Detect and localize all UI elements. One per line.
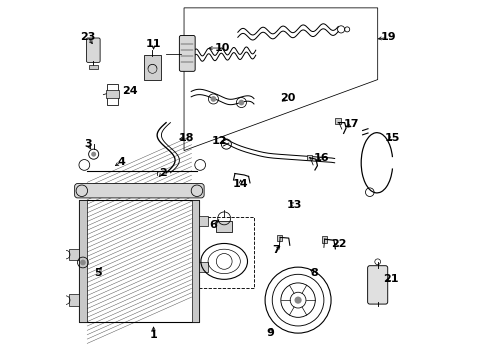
Text: 9: 9 <box>266 328 274 338</box>
Bar <box>199 262 208 272</box>
FancyBboxPatch shape <box>307 154 312 160</box>
Text: 21: 21 <box>384 274 399 284</box>
Circle shape <box>294 297 302 304</box>
Text: 3: 3 <box>84 139 92 149</box>
FancyBboxPatch shape <box>335 118 341 125</box>
FancyBboxPatch shape <box>144 55 161 80</box>
Text: 11: 11 <box>146 39 161 49</box>
Bar <box>69 294 79 306</box>
Text: 20: 20 <box>280 93 295 103</box>
FancyBboxPatch shape <box>368 266 388 304</box>
Text: 7: 7 <box>272 245 280 255</box>
Bar <box>69 249 79 260</box>
Text: 10: 10 <box>215 43 230 53</box>
Circle shape <box>211 96 216 102</box>
FancyBboxPatch shape <box>74 184 204 198</box>
Bar <box>194 217 254 288</box>
Text: 5: 5 <box>94 267 102 278</box>
Bar <box>216 221 232 231</box>
Text: 8: 8 <box>310 267 318 278</box>
Text: 22: 22 <box>331 239 347 249</box>
Bar <box>79 200 199 321</box>
Text: 13: 13 <box>287 200 302 210</box>
Bar <box>199 216 208 226</box>
Text: 23: 23 <box>80 32 96 42</box>
Text: 12: 12 <box>212 136 228 145</box>
Text: 18: 18 <box>179 133 195 143</box>
Bar <box>79 200 87 321</box>
Text: 6: 6 <box>209 220 217 230</box>
FancyBboxPatch shape <box>179 36 195 71</box>
Text: 17: 17 <box>344 120 360 129</box>
FancyBboxPatch shape <box>87 38 100 62</box>
Circle shape <box>239 100 245 105</box>
Text: 19: 19 <box>381 32 396 42</box>
Bar <box>277 234 282 241</box>
Bar <box>89 64 98 69</box>
Text: 4: 4 <box>117 157 125 167</box>
Text: 16: 16 <box>313 153 329 163</box>
Bar <box>192 200 199 321</box>
Circle shape <box>80 260 86 265</box>
Bar <box>322 235 327 243</box>
Text: 2: 2 <box>159 168 167 178</box>
Text: 1: 1 <box>149 330 157 340</box>
Text: 14: 14 <box>233 179 248 189</box>
Text: 15: 15 <box>384 133 400 143</box>
Text: 24: 24 <box>122 86 137 96</box>
Circle shape <box>91 152 96 157</box>
FancyBboxPatch shape <box>106 90 119 98</box>
